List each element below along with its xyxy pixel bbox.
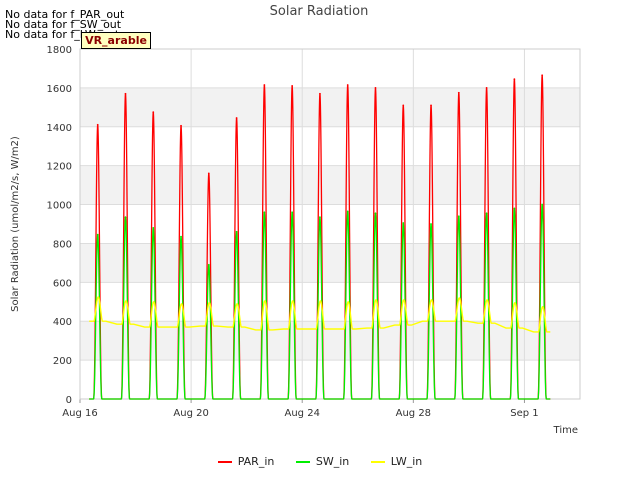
x-axis-title: Time xyxy=(553,425,578,436)
series-layer xyxy=(88,74,551,400)
legend-swatch-sw-in xyxy=(295,461,310,463)
x-tick-label-aug-28: Aug 28 xyxy=(396,408,431,419)
y-tick-label-600: 600 xyxy=(53,278,72,289)
y-tick-label-1600: 1600 xyxy=(47,84,72,95)
peak-point-sw-in-6 xyxy=(263,211,266,214)
peak-point-par-in-8 xyxy=(319,92,321,95)
peak-point-par-in-15 xyxy=(513,78,516,81)
peak-point-sw-in-7 xyxy=(291,211,294,214)
peak-point-par-in-16 xyxy=(541,74,544,77)
y-tick-label-1400: 1400 xyxy=(47,123,72,134)
legend-item-par-in: PAR_in xyxy=(217,455,275,468)
x-tick-labels: Aug 16 Aug 20 Aug 24 Aug 28 Sep 1 xyxy=(62,408,538,419)
peak-point-sw-in-15 xyxy=(513,207,516,210)
band-600-800 xyxy=(80,243,580,283)
x-tick-label-aug-24: Aug 24 xyxy=(285,408,320,419)
peak-point-sw-in-13 xyxy=(457,215,460,218)
peak-point-par-in-13 xyxy=(457,91,460,94)
y-tick-label-200: 200 xyxy=(53,356,72,367)
peak-point-par-in-2 xyxy=(152,111,155,114)
y-tick-label-1200: 1200 xyxy=(47,162,72,173)
series-line-lw-in xyxy=(88,296,551,333)
peak-point-sw-in-16 xyxy=(541,203,544,206)
peak-point-sw-in-0 xyxy=(96,233,99,236)
y-axis-title: Solar Radiation (umol/m2/s, W/m2) xyxy=(10,136,21,312)
peak-point-par-in-5 xyxy=(235,117,238,119)
legend-label-sw-in: SW_in xyxy=(315,455,350,468)
peak-point-sw-in-8 xyxy=(319,216,321,219)
peak-point-par-in-1 xyxy=(124,92,127,95)
y-tick-labels: 0 200 400 600 800 1000 1200 1400 1600 1800 xyxy=(47,45,72,406)
legend-swatch-par-in xyxy=(217,461,232,463)
peak-point-sw-in-12 xyxy=(430,223,432,225)
peak-point-sw-in-14 xyxy=(485,212,488,215)
band-1000-1200 xyxy=(80,165,580,205)
peak-point-par-in-9 xyxy=(346,84,349,86)
peak-point-par-in-4 xyxy=(207,172,210,175)
peak-point-par-in-6 xyxy=(263,84,266,86)
peak-point-sw-in-10 xyxy=(374,212,377,215)
legend-item-sw-in: SW_in xyxy=(295,455,350,468)
legend-item-lw-in: LW_in xyxy=(370,455,423,468)
peak-point-sw-in-4 xyxy=(207,263,210,266)
legend-label-par-in: PAR_in xyxy=(237,455,275,468)
series-line-sw-in xyxy=(88,203,551,400)
peak-point-par-in-14 xyxy=(485,86,488,89)
y-tick-label-1000: 1000 xyxy=(47,201,72,212)
y-tick-label-800: 800 xyxy=(53,239,72,250)
peak-point-sw-in-3 xyxy=(180,235,182,238)
chart-title: Solar Radiation xyxy=(270,4,369,19)
x-tick-label-aug-20: Aug 20 xyxy=(173,408,208,419)
peak-point-par-in-3 xyxy=(180,124,182,127)
peak-point-par-in-7 xyxy=(291,85,294,87)
site-label-badge: VR_arable xyxy=(81,32,151,49)
y-tick-label-0: 0 xyxy=(66,395,72,406)
no-data-note-sw-out: No data for f_SW_out xyxy=(5,18,122,31)
peak-point-par-in-0 xyxy=(96,123,99,126)
x-tick-label-sep-1: Sep 1 xyxy=(510,408,538,419)
legend: PAR_in SW_in LW_in xyxy=(0,455,640,468)
y-tick-label-400: 400 xyxy=(53,317,72,328)
peak-point-par-in-11 xyxy=(402,104,405,107)
peak-point-sw-in-5 xyxy=(235,230,238,233)
peak-point-sw-in-1 xyxy=(124,216,127,219)
peak-point-sw-in-9 xyxy=(346,210,349,213)
band-1400-1600 xyxy=(80,87,580,127)
legend-swatch-lw-in xyxy=(370,461,385,463)
y-tick-label-1800: 1800 xyxy=(47,45,72,56)
peak-point-par-in-10 xyxy=(374,86,377,89)
peak-point-sw-in-11 xyxy=(402,222,405,224)
alternating-bands xyxy=(80,87,580,361)
peak-point-par-in-12 xyxy=(430,104,432,107)
x-tick-label-aug-16: Aug 16 xyxy=(62,408,97,419)
peak-point-sw-in-2 xyxy=(152,226,155,229)
legend-label-lw-in: LW_in xyxy=(390,455,423,468)
no-data-note-lw-out: No data for f_LW_out xyxy=(5,28,120,41)
no-data-note-par-out: No data for f_PAR_out xyxy=(5,8,125,21)
